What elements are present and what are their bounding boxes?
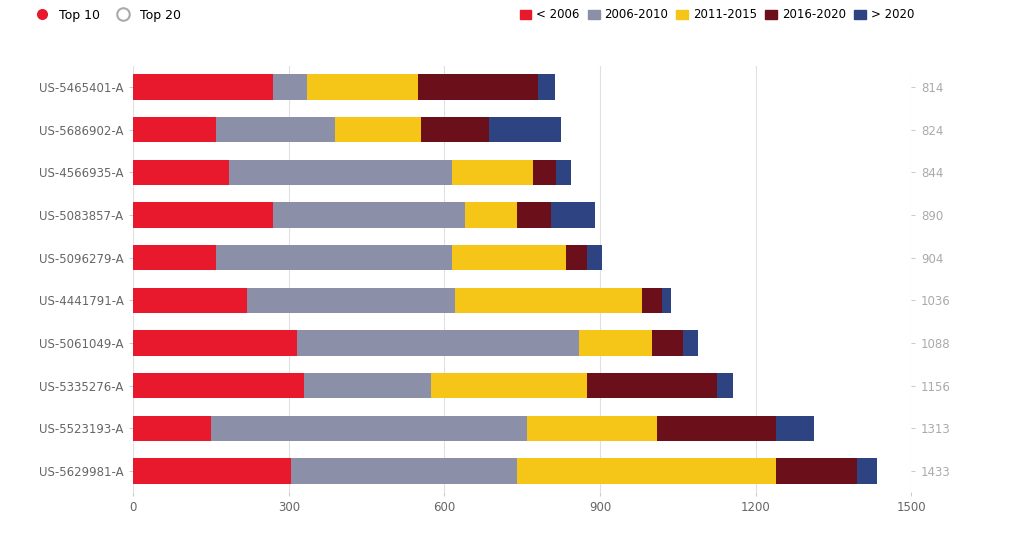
Bar	[538, 74, 555, 100]
Bar	[273, 202, 465, 228]
Bar	[273, 74, 307, 100]
Bar	[211, 416, 527, 441]
Bar	[642, 288, 663, 313]
Bar	[517, 458, 776, 484]
Bar	[133, 288, 247, 313]
Bar	[657, 416, 776, 441]
Bar	[683, 330, 697, 356]
Bar	[133, 74, 273, 100]
Bar	[532, 160, 556, 185]
Bar	[488, 117, 560, 142]
Bar	[133, 458, 292, 484]
Bar	[133, 160, 229, 185]
Bar	[133, 416, 211, 441]
Bar	[292, 458, 517, 484]
Bar	[587, 245, 602, 270]
Legend: < 2006, 2006-2010, 2011-2015, 2016-2020, > 2020: < 2006, 2006-2010, 2011-2015, 2016-2020,…	[517, 6, 916, 24]
Bar	[133, 202, 273, 228]
Bar	[857, 458, 877, 484]
Bar	[133, 245, 216, 270]
Bar	[580, 330, 652, 356]
Bar	[297, 330, 580, 356]
Bar	[216, 117, 336, 142]
Bar	[776, 458, 857, 484]
Bar	[776, 416, 814, 441]
Bar	[336, 117, 421, 142]
Legend: Top 10, Top 20: Top 10, Top 20	[27, 6, 183, 24]
Bar	[229, 160, 453, 185]
Bar	[663, 288, 671, 313]
Bar	[587, 373, 717, 398]
Bar	[307, 74, 419, 100]
Bar	[465, 202, 517, 228]
Bar	[133, 373, 304, 398]
Bar	[133, 330, 297, 356]
Bar	[419, 74, 538, 100]
Bar	[304, 373, 431, 398]
Bar	[453, 245, 566, 270]
Bar	[247, 288, 455, 313]
Bar	[556, 160, 571, 185]
Bar	[133, 117, 216, 142]
Bar	[566, 245, 587, 270]
Bar	[453, 160, 532, 185]
Bar	[652, 330, 683, 356]
Bar	[517, 202, 551, 228]
Bar	[421, 117, 488, 142]
Bar	[455, 288, 642, 313]
Bar	[431, 373, 587, 398]
Bar	[527, 416, 657, 441]
Bar	[717, 373, 733, 398]
Bar	[551, 202, 595, 228]
Bar	[216, 245, 453, 270]
